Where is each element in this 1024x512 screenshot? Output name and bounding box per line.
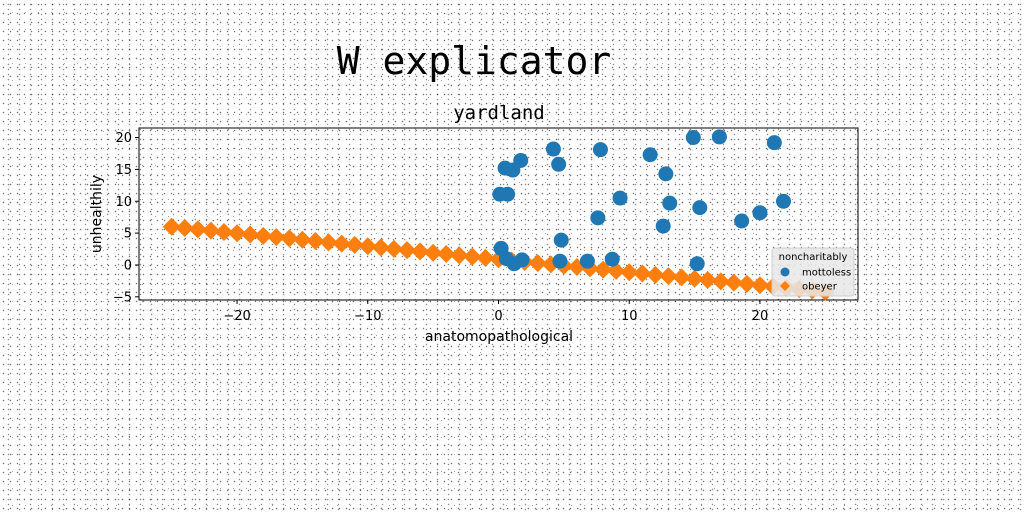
chart-title: yardland — [453, 102, 545, 124]
obeyer-point — [306, 232, 325, 251]
mottoless-point — [658, 166, 674, 182]
obeyer-point — [724, 273, 743, 292]
obeyer-point — [711, 272, 730, 291]
obeyer-point — [162, 217, 181, 236]
obeyer-point — [463, 247, 482, 266]
y-tick-label: 20 — [115, 131, 132, 146]
obeyer-point — [319, 233, 338, 252]
obeyer-point — [384, 239, 403, 258]
obeyer-point — [620, 263, 639, 282]
obeyer-point — [659, 267, 678, 286]
x-axis-label: anatomopathological — [425, 329, 573, 345]
legend-marker-obeyer — [780, 281, 790, 291]
legend-marker-mottoless — [780, 267, 790, 277]
y-axis-label: unhealthily — [89, 175, 105, 253]
mottoless-point — [766, 135, 782, 151]
obeyer-point — [241, 225, 260, 244]
obeyer-point — [293, 230, 312, 249]
legend-label-mottoless: mottoless — [802, 268, 851, 279]
mottoless-point — [553, 232, 569, 248]
obeyer-point — [528, 254, 547, 273]
mottoless-point — [513, 152, 529, 168]
mottoless-point — [592, 142, 608, 158]
legend: noncharitably mottoless obeyer — [771, 247, 855, 297]
mottoless-point — [551, 156, 567, 172]
mottoless-point — [685, 130, 701, 146]
obeyer-point — [371, 238, 390, 257]
obeyer-point — [685, 269, 704, 288]
mottoless-point — [642, 147, 658, 163]
legend-label-obeyer: obeyer — [802, 282, 838, 293]
obeyer-point — [267, 228, 286, 247]
obeyer-point — [424, 243, 443, 262]
obeyer-point — [672, 268, 691, 287]
x-tick-label: −10 — [354, 309, 381, 324]
plot-frame — [138, 127, 859, 301]
obeyer-point — [411, 242, 430, 261]
y-axis: −5 0 5 10 15 20 — [113, 131, 139, 305]
obeyer-point — [594, 260, 613, 279]
y-tick-label: 5 — [124, 227, 132, 242]
mottoless-point — [612, 190, 628, 206]
obeyer-point — [214, 222, 233, 241]
mottoless-point — [655, 218, 671, 234]
obeyer-point — [737, 274, 756, 293]
mottoless-point — [692, 200, 708, 216]
mottoless-point — [500, 186, 516, 202]
obeyer-point — [397, 241, 416, 260]
plot-area — [138, 127, 859, 301]
obeyer-point — [476, 248, 495, 267]
mottoless-point — [552, 253, 568, 269]
mottoless-point — [734, 213, 750, 229]
obeyer-point — [437, 245, 456, 264]
obeyer-point — [646, 265, 665, 284]
x-tick-label: −20 — [223, 309, 250, 324]
mottoless-point — [604, 251, 620, 267]
mottoless-point — [752, 205, 768, 221]
obeyer-point — [750, 276, 769, 295]
y-tick-label: 15 — [115, 163, 132, 178]
chart-suptitle: W explicator — [337, 39, 612, 83]
obeyer-point — [175, 219, 194, 238]
obeyer-point — [228, 224, 247, 243]
obeyer-point — [188, 220, 207, 239]
x-tick-label: 10 — [621, 309, 638, 324]
x-tick-label: 0 — [494, 309, 502, 324]
mottoless-point — [662, 195, 678, 211]
mottoless-point — [545, 141, 561, 157]
mottoless-point — [579, 253, 595, 269]
obeyer-point — [698, 271, 717, 290]
legend-box — [771, 247, 855, 297]
obeyer-point — [280, 229, 299, 248]
mottoless-point — [775, 193, 791, 209]
x-axis: −20 −10 0 10 20 — [223, 300, 768, 324]
obeyer-point — [254, 226, 273, 245]
y-tick-label: −5 — [113, 290, 132, 305]
mottoless-point — [689, 256, 705, 272]
obeyer-point — [345, 235, 364, 254]
y-tick-label: 0 — [124, 258, 132, 273]
obeyer-point — [332, 234, 351, 253]
legend-title: noncharitably — [779, 252, 848, 263]
y-tick-label: 10 — [115, 195, 132, 210]
obeyer-point — [201, 221, 220, 240]
obeyer-point — [633, 264, 652, 283]
mottoless-point — [514, 252, 530, 268]
mottoless-point — [711, 129, 727, 145]
mottoless-point — [590, 210, 606, 226]
obeyer-point — [450, 246, 469, 265]
obeyer-point — [358, 237, 377, 256]
x-tick-label: 20 — [752, 309, 769, 324]
